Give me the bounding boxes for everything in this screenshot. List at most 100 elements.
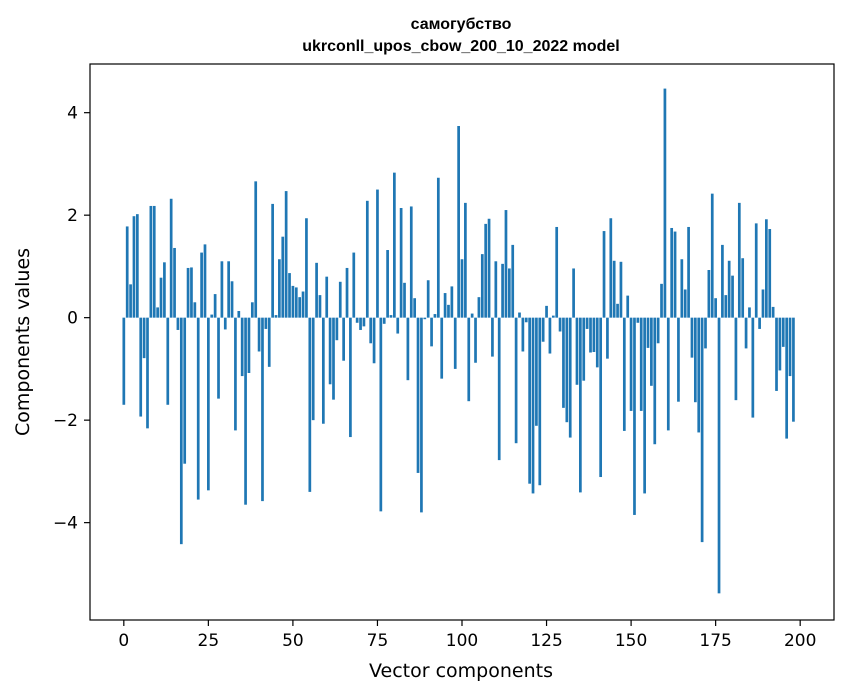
bar-114 [507,268,511,318]
chart-title: самогубство [411,16,512,33]
bar-43 [267,317,271,367]
bar-40 [257,317,261,352]
bar-169 [693,317,697,403]
bar-160 [663,88,667,318]
bar-55 [308,317,312,492]
x-tick-label: 50 [282,631,304,651]
bar-103 [470,313,474,318]
bar-104 [474,317,477,363]
bar-4 [135,214,139,318]
bar-6 [142,317,146,359]
x-tick-label: 175 [699,631,731,651]
x-tick-label: 25 [198,631,220,651]
bar-147 [619,261,623,318]
bar-182 [737,202,741,318]
bar-8 [149,205,153,318]
bar-165 [680,259,684,318]
bar-78 [386,250,389,318]
bar-54 [305,218,308,318]
bar-134 [575,317,579,385]
bar-138 [589,317,592,353]
bar-45 [274,315,278,318]
bar-1 [125,226,129,318]
bar-171 [700,317,704,543]
bar-32 [230,281,234,318]
x-tick-label: 125 [530,631,562,651]
bar-107 [484,223,488,318]
bar-175 [714,298,717,318]
bar-197 [788,317,792,377]
x-tick-label: 100 [446,631,478,651]
x-tick-label: 200 [784,631,816,651]
bar-154 [643,317,646,494]
bar-30 [223,317,227,330]
bar-183 [741,258,745,318]
bar-133 [572,268,575,318]
bar-198 [792,317,795,422]
bar-80 [393,172,396,318]
bar-10 [156,307,159,318]
bar-153 [639,317,643,411]
y-tick-label: 2 [67,206,78,226]
bars-group [122,88,795,594]
bar-58 [318,295,322,318]
bar-187 [754,223,758,318]
bar-131 [565,317,569,423]
bar-146 [616,303,619,318]
bar-76 [379,317,383,512]
bar-188 [758,317,761,329]
bar-86 [413,298,417,318]
bar-108 [487,218,491,318]
bar-9 [152,205,156,318]
bar-105 [477,297,481,318]
bar-94 [440,317,444,379]
bar-49 [288,273,291,318]
bar-7 [146,317,149,429]
bar-29 [220,261,224,318]
bar-19 [186,267,190,318]
bar-164 [677,317,680,402]
bar-92 [433,314,437,318]
bar-66 [345,267,349,318]
bar-152 [636,317,640,323]
bar-100 [460,259,464,318]
bar-70 [359,317,362,330]
bar-110 [494,261,498,318]
y-tick-label: −4 [53,514,78,534]
bar-16 [176,317,180,330]
bar-17 [179,317,183,545]
bar-93 [436,177,440,318]
bar-65 [342,317,345,361]
bar-115 [511,244,515,318]
bar-36 [244,317,247,505]
bar-140 [595,317,599,368]
bar-145 [612,260,616,318]
bar-184 [744,317,748,349]
bar-59 [321,317,325,424]
bar-193 [775,317,778,391]
bar-190 [765,219,768,318]
bar-125 [545,305,548,318]
bar-149 [626,295,630,318]
bar-83 [403,282,406,318]
bar-34 [237,311,241,318]
bar-99 [457,126,460,318]
bar-46 [278,259,281,318]
bar-179 [727,260,731,318]
bar-68 [352,252,356,318]
bar-166 [683,289,687,318]
bar-56 [311,317,315,421]
bar-23 [200,252,203,318]
bar-172 [704,317,707,349]
bar-120 [528,317,531,484]
bar-124 [541,317,545,342]
bar-38 [250,302,254,318]
bar-135 [579,317,582,493]
bar-3 [132,216,136,318]
bar-73 [369,317,373,344]
bar-174 [710,193,714,318]
bar-189 [761,289,765,318]
bar-0 [122,317,126,405]
bar-158 [656,317,660,344]
bar-51 [294,287,298,318]
